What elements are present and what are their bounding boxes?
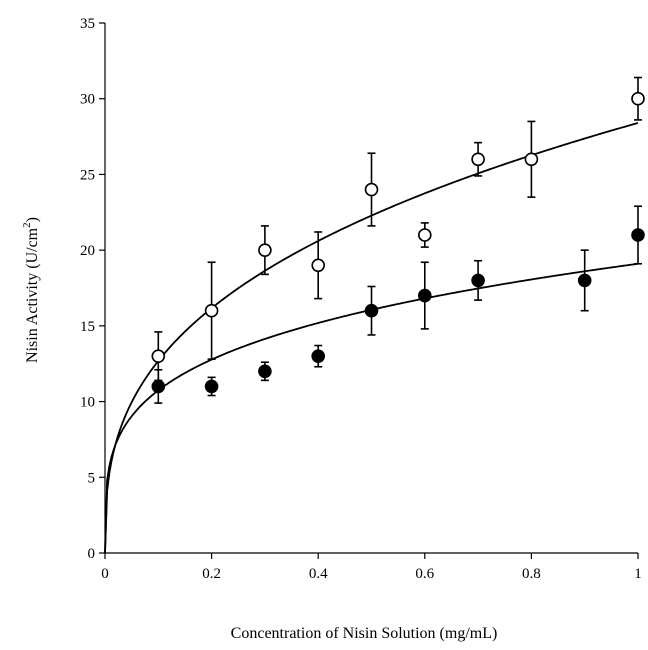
y-tick-label: 5: [88, 470, 96, 486]
y-axis-title: Nisin Activity (U/cm2): [21, 217, 41, 363]
data-points: [151, 91, 645, 394]
open-circle-point: [524, 152, 539, 167]
x-tick-label: 0: [101, 566, 109, 582]
y-tick-label: 30: [80, 92, 95, 108]
open-circle-point: [364, 182, 379, 197]
x-tick-label: 0.2: [202, 566, 221, 582]
filled-circle-point: [311, 349, 326, 363]
open-circle-point: [204, 303, 219, 318]
filled-circle-point: [631, 228, 645, 242]
x-axis-title: Concentration of Nisin Solution (mg/mL): [231, 625, 498, 642]
filled-circle-point: [258, 364, 272, 379]
y-tick-label: 15: [80, 319, 95, 335]
y-tick-label: 35: [80, 16, 95, 32]
open-circle-point: [151, 349, 166, 363]
filled-circle-point: [577, 273, 592, 288]
filled-circle-point: [471, 273, 485, 288]
axes: [104, 23, 638, 554]
y-tick-label: 0: [88, 546, 96, 562]
open-circle-point: [311, 258, 326, 273]
open-circle-point: [417, 228, 432, 242]
y-tick-label: 20: [80, 243, 95, 259]
filled-circle-point: [364, 303, 379, 318]
filled-circle-point: [204, 379, 219, 394]
x-tick-label: 0.6: [415, 566, 434, 582]
x-tick-label: 0.4: [309, 566, 328, 582]
y-axis-title-superscript: 2: [21, 222, 33, 228]
open-circle-point: [631, 91, 645, 106]
y-tick-label: 25: [80, 167, 95, 183]
x-tick-label: 1: [634, 566, 642, 582]
error-bars: [154, 76, 642, 404]
x-tick-label: 0.8: [522, 566, 541, 582]
open-circle-point: [258, 243, 272, 257]
filled-circle-point: [151, 379, 166, 394]
open-circle-point: [471, 152, 485, 167]
filled-circle-point: [417, 288, 432, 303]
y-tick-label: 10: [80, 395, 95, 411]
y-axis-title-main: Nisin Activity (U/cm: [24, 227, 41, 363]
y-axis-title-close: ): [24, 217, 41, 222]
